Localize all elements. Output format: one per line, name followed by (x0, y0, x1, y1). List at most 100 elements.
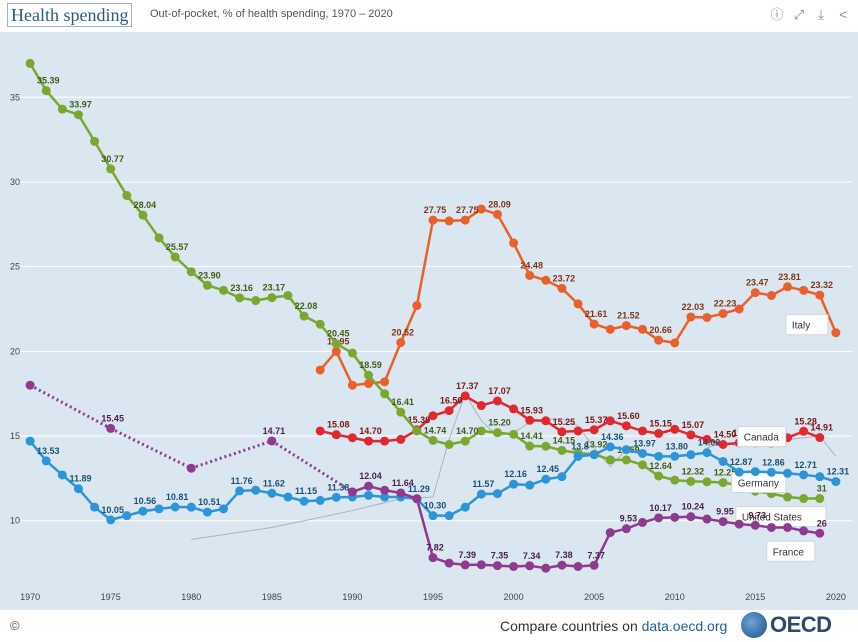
france-point (428, 553, 438, 563)
united-states-data-label: 14.36 (601, 432, 624, 442)
germany-point (605, 455, 615, 465)
x-tick-label-1980: 1980 (181, 592, 201, 602)
download-icon[interactable]: ⤓ (818, 7, 824, 22)
germany-point (90, 136, 100, 146)
united-states-point (783, 468, 793, 478)
expand-icon[interactable]: ⤢ (793, 7, 805, 22)
canada-data-label: 15.93 (520, 405, 543, 415)
united-states-data-label: 12.87 (730, 457, 753, 467)
united-states-data-label: 12.71 (794, 460, 817, 470)
italy-point (331, 346, 341, 356)
france-point (702, 514, 712, 524)
canada-point (492, 396, 502, 406)
germany-point (283, 290, 293, 300)
italy-segment (818, 294, 838, 334)
canada-point (476, 401, 486, 411)
united-states-point (202, 507, 212, 517)
france-point (267, 436, 277, 446)
canada-point (444, 406, 454, 416)
oecd-logo[interactable]: OECD (741, 612, 832, 638)
canada-data-label: 14.70 (359, 426, 382, 436)
italy-end-label: Italy (792, 321, 810, 332)
united-states-point (73, 484, 83, 494)
italy-point (573, 299, 583, 309)
italy-point (476, 204, 486, 214)
italy-data-label: 23.47 (746, 278, 769, 288)
united-states-point (815, 472, 825, 482)
italy-point (525, 270, 535, 280)
canada-point (638, 426, 647, 436)
united-states-end-label: United States (742, 513, 802, 524)
germany-point (235, 293, 245, 303)
germany-point (412, 426, 422, 436)
oecd-data-link[interactable]: data.oecd.org (641, 618, 728, 634)
france-point (557, 560, 567, 570)
canada-point (654, 428, 664, 438)
canada-point (509, 404, 519, 414)
canada-data-label: 15.25 (553, 417, 576, 427)
france-point (364, 481, 374, 491)
france-data-label: 7.35 (491, 551, 509, 561)
united-states-point (766, 467, 776, 477)
germany-point (251, 296, 261, 306)
italy-point (670, 338, 680, 348)
italy-point (815, 290, 825, 300)
united-states-point (686, 450, 696, 460)
canada-point (541, 416, 551, 426)
germany-point (186, 267, 196, 277)
united-states-data-label: 13.97 (633, 438, 656, 448)
italy-segment (383, 342, 402, 383)
france-point (638, 517, 647, 527)
germany-point (509, 429, 519, 439)
chart-title[interactable]: Health spending (7, 3, 133, 27)
canada-point (670, 424, 680, 434)
united-states-data-label: 13.80 (665, 441, 688, 451)
italy-data-label: 20.66 (649, 325, 672, 335)
germany-point (702, 477, 712, 487)
italy-point (557, 283, 567, 293)
germany-data-label: 20.45 (327, 329, 350, 339)
germany-point (444, 440, 454, 449)
toolbar: ⓘ ⤢ ⤓ < (770, 7, 850, 23)
germany-point (331, 339, 341, 349)
canada-data-label: 15.37 (585, 415, 608, 425)
canada-data-label: 15.28 (794, 416, 817, 426)
germany-point (154, 233, 164, 243)
germany-data-label: 14.15 (553, 435, 576, 445)
copyright-icon[interactable]: © (10, 618, 20, 633)
canada-point (589, 425, 599, 435)
germany-data-label: 28.04 (134, 200, 157, 210)
france-point (750, 520, 760, 530)
germany-point (638, 460, 647, 470)
united-states-point (251, 485, 261, 495)
germany-data-label: 14.70 (456, 426, 479, 436)
x-tick-label-1990: 1990 (342, 592, 362, 602)
canada-point (428, 411, 438, 421)
info-icon[interactable]: ⓘ (770, 7, 784, 22)
italy-point (686, 312, 696, 322)
germany-point (122, 191, 132, 201)
france-data-label: 10.24 (682, 502, 705, 512)
united-states-point (283, 492, 293, 502)
germany-data-label: 35.39 (37, 76, 60, 86)
line-chart: 10 15 20 25 30 35 1970 1975 1980 1985 1990 1995 2000… (10, 58, 852, 602)
germany-point (299, 311, 309, 321)
united-states-point (106, 515, 116, 525)
italy-point (750, 288, 760, 298)
united-states-point (122, 511, 132, 521)
united-states-point (492, 489, 502, 499)
canada-point (799, 426, 809, 436)
germany-data-label: 12.32 (682, 466, 705, 476)
france-segment (593, 532, 612, 566)
germany-data-label: 14.41 (520, 431, 543, 441)
germany-data-label: 22.08 (295, 301, 318, 311)
canada-point (315, 426, 325, 436)
united-states-point (702, 448, 712, 458)
italy-segment (496, 213, 515, 244)
france-point (654, 513, 664, 523)
united-states-point (267, 488, 277, 498)
united-states-point (525, 480, 535, 490)
share-icon[interactable]: < (839, 7, 847, 22)
italy-end-label-box (785, 314, 829, 336)
italy-point (605, 324, 615, 334)
